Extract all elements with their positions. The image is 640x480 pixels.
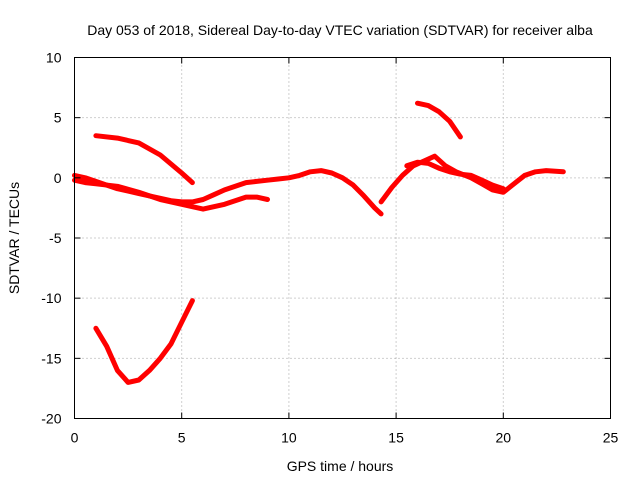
- x-tick-label: 0: [71, 430, 79, 446]
- y-axis-label: SDTVAR / TECUs: [6, 182, 22, 294]
- series-arc-6: [415, 100, 463, 140]
- series-layer: [72, 100, 566, 385]
- x-axis-label: GPS time / hours: [287, 458, 394, 474]
- y-tick-label: -5: [49, 230, 62, 246]
- y-tick-label: -15: [41, 350, 61, 366]
- series-arc-3: [93, 133, 195, 186]
- y-tick-label: 5: [54, 110, 62, 126]
- x-tick-label: 10: [281, 430, 297, 446]
- series-arc-4: [93, 298, 195, 385]
- x-tick-label: 20: [496, 430, 512, 446]
- y-tick-label: 0: [54, 170, 62, 186]
- series-arc-2: [72, 177, 270, 212]
- tick-layer: 0 5 10 15 20 25 -20 -15 -10 -5 0 5 10: [41, 50, 618, 446]
- series-arc-7: [404, 159, 506, 192]
- x-tick-label: 15: [388, 430, 404, 446]
- series-arc-1: [72, 168, 384, 217]
- x-tick-label: 25: [603, 430, 619, 446]
- y-tick-label: 10: [46, 50, 62, 66]
- y-tick-label: -10: [41, 290, 61, 306]
- chart-title: Day 053 of 2018, Sidereal Day-to-day VTE…: [87, 22, 593, 38]
- x-tick-label: 5: [178, 430, 186, 446]
- y-tick-label: -20: [41, 411, 61, 427]
